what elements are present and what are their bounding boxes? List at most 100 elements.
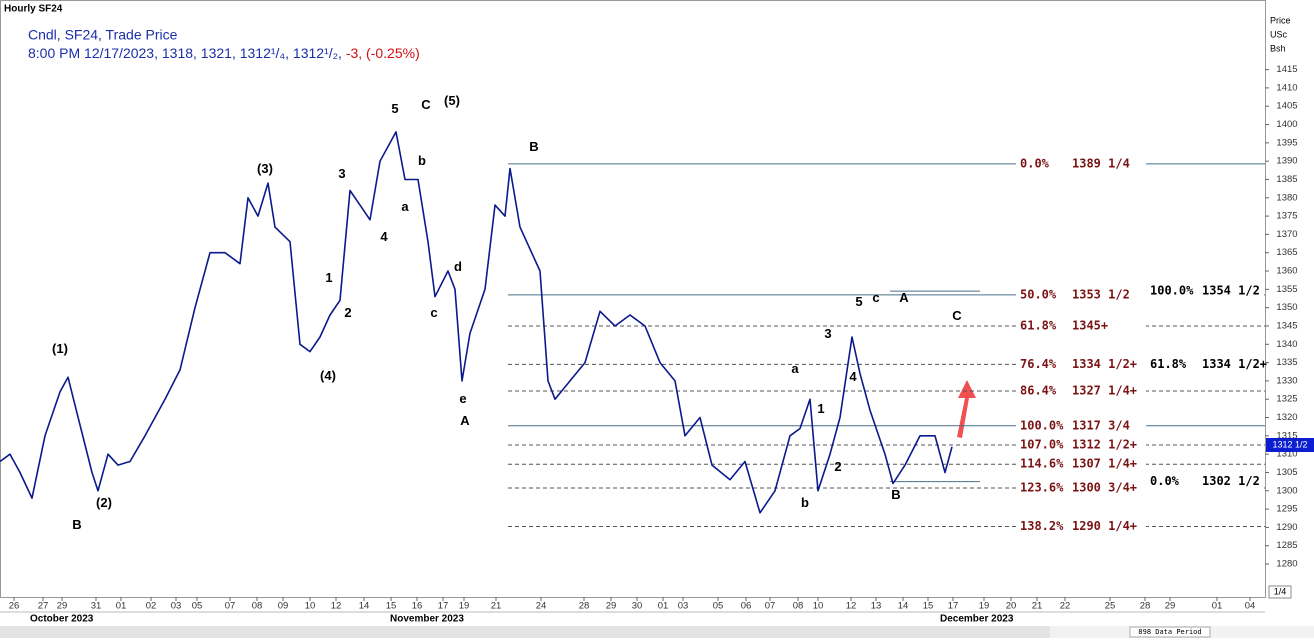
label-bg xyxy=(1146,357,1264,372)
y-tick-label: 1280 xyxy=(1276,559,1297,570)
wave-label: 1 xyxy=(817,401,824,416)
ohlc: 8:00 PM 12/17/2023, 1318, 1321, 1312¹/₄,… xyxy=(28,45,342,61)
wave-label: C xyxy=(952,308,962,323)
x-tick-label: 17 xyxy=(438,601,449,612)
fib-pct: 86.4% xyxy=(1020,383,1057,397)
fib-pct: 50.0% xyxy=(1020,287,1057,301)
proj-pct: 61.8% xyxy=(1150,357,1187,371)
label-bg xyxy=(1016,438,1146,453)
y-tick-label: 1380 xyxy=(1276,192,1297,203)
x-tick-label: 31 xyxy=(91,601,102,612)
y-tick-label: 1340 xyxy=(1276,339,1297,350)
fib-price: 1312 1/2+ xyxy=(1072,438,1137,452)
y-tick-label: 1290 xyxy=(1276,522,1297,533)
fib-price: 1345+ xyxy=(1072,318,1108,332)
wave-label: 4 xyxy=(849,369,857,384)
x-tick-label: 19 xyxy=(459,601,470,612)
proj-price: 1302 1/2 xyxy=(1202,474,1260,488)
y-tick-label: 1285 xyxy=(1276,540,1297,551)
y-tick-label: 1320 xyxy=(1276,412,1297,423)
x-tick-label: 29 xyxy=(57,601,68,612)
x-tick-label: 16 xyxy=(412,601,423,612)
x-tick-label: 01 xyxy=(658,601,669,612)
label-bg xyxy=(1016,383,1146,398)
x-tick-label: 17 xyxy=(948,601,959,612)
wave-label: a xyxy=(791,361,799,376)
y-tick-label: 1385 xyxy=(1276,174,1297,185)
label-bg xyxy=(1016,357,1146,372)
fib-pct: 61.8% xyxy=(1020,318,1057,332)
x-tick-label: 04 xyxy=(1245,601,1256,612)
wave-label: 1 xyxy=(325,270,332,285)
wave-label: 3 xyxy=(824,326,831,341)
fib-pct: 114.6% xyxy=(1020,457,1064,471)
scrollbar[interactable] xyxy=(0,626,1050,638)
y-tick-label: 1360 xyxy=(1276,266,1297,277)
wave-label: A xyxy=(899,290,909,305)
fib-price: 1389 1/4 xyxy=(1072,156,1130,170)
y-tick-label: 1355 xyxy=(1276,284,1297,295)
last-price-label: 1312 1/2 xyxy=(1272,439,1307,449)
wave-label: C xyxy=(421,97,431,112)
x-tick-label: 28 xyxy=(1140,601,1151,612)
x-tick-label: 24 xyxy=(536,601,547,612)
wave-label: c xyxy=(430,305,437,320)
wave-label: 5 xyxy=(855,294,862,309)
wave-label: B xyxy=(72,517,81,532)
x-tick-label: 03 xyxy=(678,601,689,612)
fib-price: 1317 3/4 xyxy=(1072,418,1130,432)
fib-price: 1353 1/2 xyxy=(1072,287,1130,301)
x-tick-label: 20 xyxy=(1006,601,1017,612)
corner-box xyxy=(1268,585,1292,599)
wave-label: b xyxy=(801,495,809,510)
wave-label: 3 xyxy=(338,166,345,181)
wave-label: 2 xyxy=(344,305,351,320)
x-tick-label: 19 xyxy=(979,601,990,612)
x-tick-label: 14 xyxy=(898,601,909,612)
y-tick-label: 1365 xyxy=(1276,247,1297,258)
x-tick-label: 07 xyxy=(225,601,236,612)
label-bg xyxy=(1016,481,1146,496)
proj-price: 1354 1/2 xyxy=(1202,284,1260,298)
y-axis-label: Bsh xyxy=(1270,43,1286,53)
x-tick-label: 13 xyxy=(871,601,882,612)
x-tick-label: 03 xyxy=(171,601,182,612)
label-bg xyxy=(1016,318,1146,333)
x-tick-label: 14 xyxy=(359,601,370,612)
wave-label: 2 xyxy=(834,459,841,474)
x-tick-label: 22 xyxy=(1060,601,1071,612)
wave-label: B xyxy=(529,139,538,154)
chart-title: Hourly SF24 xyxy=(4,4,63,15)
x-tick-label: 01 xyxy=(116,601,127,612)
x-tick-label: 07 xyxy=(765,601,776,612)
y-axis-label: Price xyxy=(1270,15,1291,25)
y-tick-label: 1375 xyxy=(1276,211,1297,222)
wave-label: (1) xyxy=(52,341,68,356)
up-arrow xyxy=(957,380,976,438)
y-tick-label: 1300 xyxy=(1276,485,1297,496)
y-tick-label: 1400 xyxy=(1276,119,1297,130)
fib-price: 1290 1/4+ xyxy=(1072,519,1137,533)
x-tick-label: 12 xyxy=(846,601,857,612)
wave-label: (3) xyxy=(257,161,273,176)
y-tick-label: 1335 xyxy=(1276,357,1297,368)
wave-label: 4 xyxy=(380,229,388,244)
wave-label: B xyxy=(891,487,900,502)
y-tick-label: 1370 xyxy=(1276,229,1297,240)
x-tick-label: 12 xyxy=(331,601,342,612)
proj-pct: 100.0% xyxy=(1150,284,1194,298)
x-tick-label: 26 xyxy=(9,601,20,612)
proj-pct: 0.0% xyxy=(1150,474,1180,488)
y-tick-label: 1415 xyxy=(1276,64,1297,75)
fib-price: 1327 1/4+ xyxy=(1072,383,1137,397)
month-label: December 2023 xyxy=(940,614,1014,625)
wave-label: A xyxy=(460,413,470,428)
wave-label: 5 xyxy=(391,101,398,116)
fib-pct: 123.6% xyxy=(1020,481,1064,495)
corner-label: 1/4 xyxy=(1274,586,1287,596)
wave-label: a xyxy=(401,199,409,214)
fib-price: 1307 1/4+ xyxy=(1072,457,1137,471)
wave-label: d xyxy=(454,259,462,274)
fib-pct: 138.2% xyxy=(1020,519,1064,533)
